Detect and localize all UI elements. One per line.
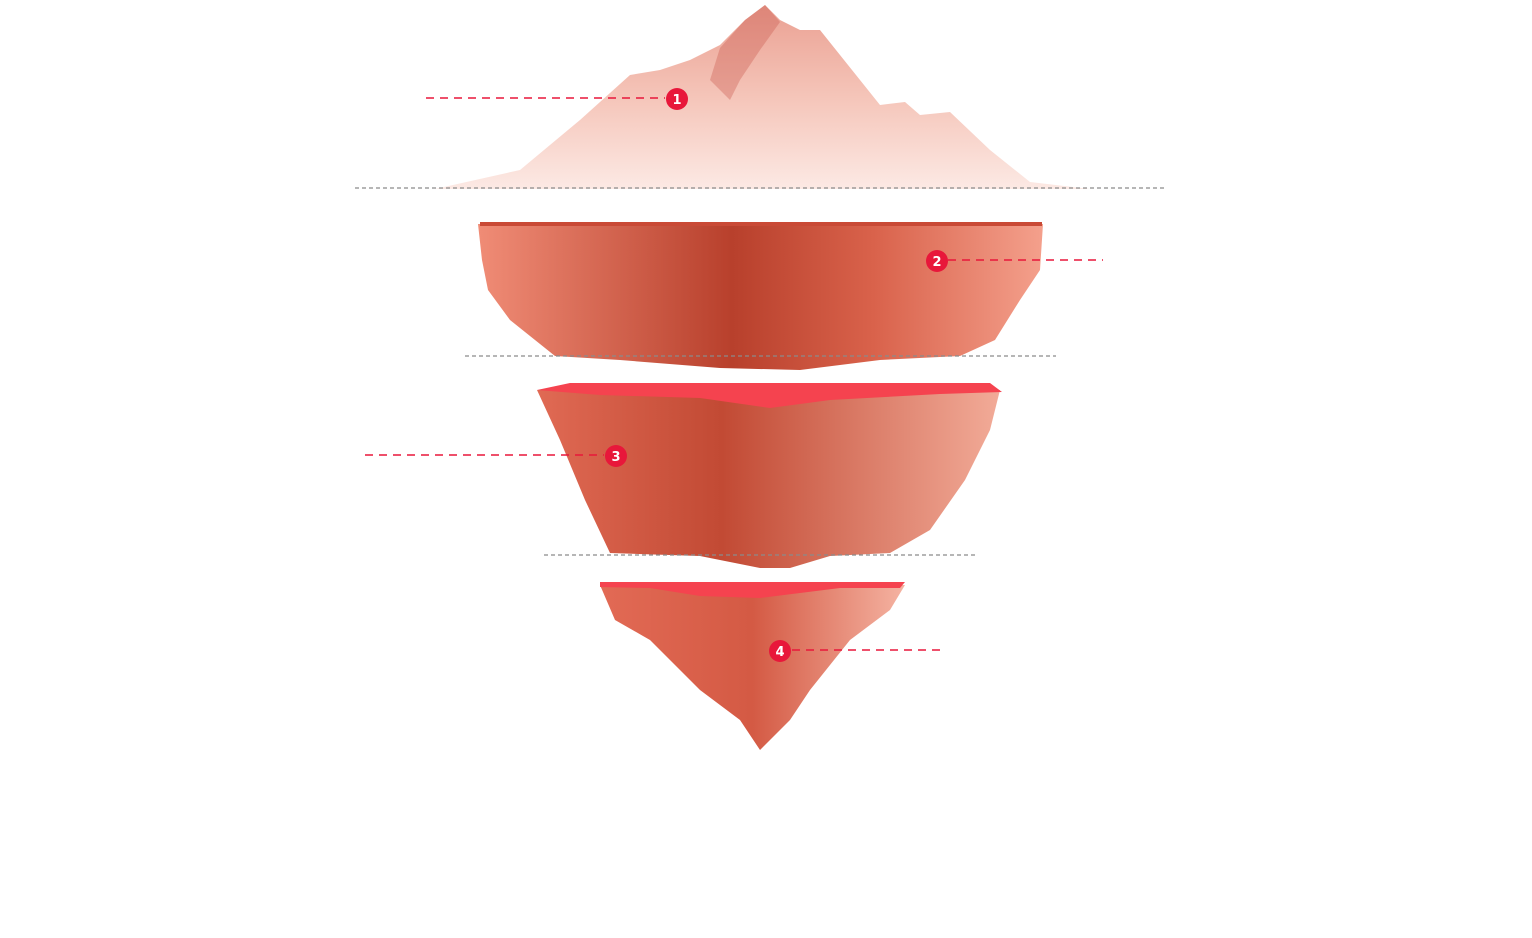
- marker-3[interactable]: 3: [605, 445, 627, 467]
- iceberg-tip-shadow: [710, 5, 780, 100]
- marker-4[interactable]: 4: [769, 640, 791, 662]
- iceberg-layer-3-cut-edge: [537, 383, 1002, 408]
- iceberg-layer-2-top: [480, 222, 1042, 226]
- marker-1[interactable]: 1: [666, 88, 688, 110]
- iceberg-layer-4: [600, 585, 905, 750]
- marker-2[interactable]: 2: [926, 250, 948, 272]
- iceberg-tip: [435, 5, 1090, 189]
- iceberg-layer-4-cut-edge: [600, 582, 905, 598]
- marker-4-label: 4: [775, 645, 784, 660]
- iceberg-layer-2: [478, 224, 1043, 370]
- marker-1-label: 1: [672, 93, 681, 108]
- marker-3-label: 3: [611, 450, 620, 465]
- iceberg-layer-3: [537, 390, 1000, 568]
- marker-2-label: 2: [932, 255, 941, 270]
